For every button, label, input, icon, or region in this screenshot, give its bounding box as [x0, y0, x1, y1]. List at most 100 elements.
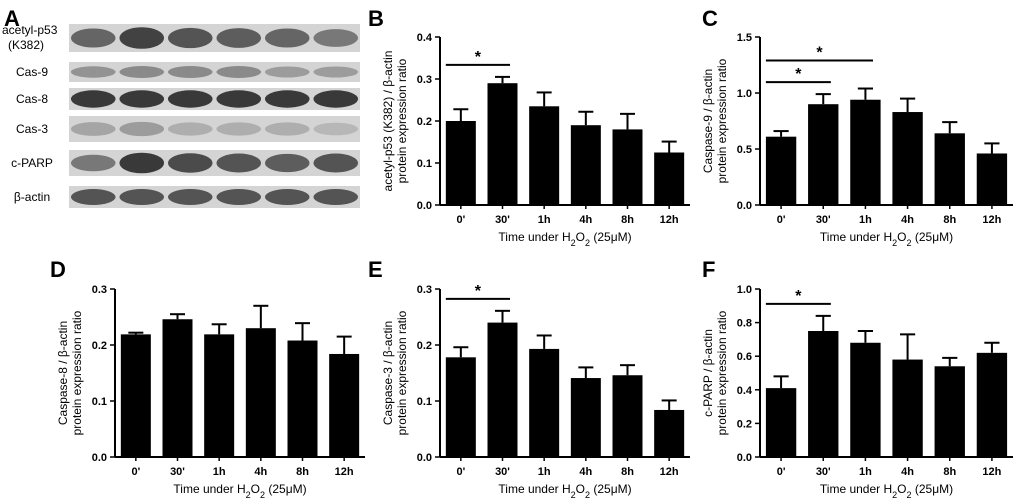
y-tick-label: 0.3: [417, 74, 432, 86]
bar: [612, 129, 643, 205]
blot-row: Cas-3: [16, 116, 360, 142]
bar: [808, 331, 839, 457]
y-axis-label: Caspase-3 / β-actin: [381, 321, 395, 425]
panel-label-b: B: [368, 6, 384, 31]
blot-band: [167, 189, 213, 205]
y-tick-label: 0.2: [417, 340, 432, 352]
y-tick-label: 0.6: [737, 351, 752, 363]
blot-row-label: Cas-3: [16, 122, 48, 136]
panel-label-c: C: [702, 6, 718, 31]
bar: [570, 378, 601, 457]
significance-star: *: [816, 45, 823, 62]
blot-row-label: (K382): [8, 38, 44, 52]
blot-band: [216, 90, 262, 108]
blot-band: [119, 152, 165, 174]
x-tick-label: 8h: [943, 466, 956, 478]
y-axis-label: Caspase-8 / β-actin: [56, 321, 70, 425]
bar: [808, 104, 839, 205]
chart-panel-e: E 0.0 0.1 0.2 0.3 0' 30' 1h 4h 8h 12h * Caspase-3 / …: [368, 257, 690, 500]
blot-band: [70, 66, 116, 78]
bar: [204, 334, 235, 457]
bar: [287, 340, 318, 457]
bar: [765, 136, 797, 205]
y-tick-label: 0.8: [737, 318, 752, 330]
y-tick-label: 0.3: [92, 284, 107, 296]
x-tick-label: 30': [495, 214, 510, 226]
y-tick-label: 0.0: [417, 452, 432, 464]
x-tick-label: 1h: [859, 214, 872, 226]
blot-band: [70, 189, 116, 205]
blot-band: [119, 66, 165, 78]
x-axis-label: Time under H2O2 (25μM): [498, 482, 631, 500]
blot-band: [70, 90, 116, 108]
x-tick-label: 1h: [538, 466, 551, 478]
blot-band: [313, 153, 359, 173]
chart-panel-f: F 0.0 0.2 0.4 0.6 0.8 1.0 0' 30' 1h 4h 8h 12h * c-PARP…: [701, 257, 1013, 500]
bar: [570, 125, 601, 205]
chart-panel-b: B 0.0 0.1 0.2 0.3 0.4 0' 30' 1h 4h 8h 12h * acetyl-p5…: [368, 6, 690, 248]
y-tick-label: 0.0: [417, 200, 432, 212]
x-tick-label: 4h: [901, 466, 914, 478]
blot-band: [264, 90, 310, 108]
x-tick-label: 4h: [901, 214, 914, 226]
x-tick-label: 30': [816, 214, 831, 226]
x-tick-label: 12h: [982, 214, 1001, 226]
blot-strip: [69, 24, 360, 52]
x-tick-label: 0': [131, 466, 140, 478]
bar: [487, 83, 518, 205]
bar: [654, 409, 685, 457]
blot-band: [264, 28, 310, 48]
bar: [976, 153, 1008, 205]
y-axis-label: protein expression ratio: [715, 58, 729, 183]
x-tick-label: 12h: [660, 214, 679, 226]
bar: [654, 152, 685, 205]
y-axis-label: protein expression ratio: [395, 58, 409, 183]
y-axis-label: acetyl-p53 (K382) / β-actin: [381, 51, 395, 192]
blot-band: [216, 153, 262, 173]
blot-row-label: Cas-9: [16, 65, 48, 79]
blot-band: [70, 28, 116, 48]
blot-band: [119, 189, 165, 205]
x-tick-label: 12h: [335, 466, 354, 478]
bar: [765, 388, 797, 457]
bar: [245, 328, 276, 457]
bar: [850, 99, 881, 205]
blot-band: [167, 90, 213, 108]
y-tick-label: 0.4: [737, 385, 753, 397]
blot-band: [264, 122, 310, 136]
bar: [329, 353, 360, 457]
x-tick-label: 4h: [579, 214, 592, 226]
blot-band: [119, 27, 165, 49]
chart-panel-c: C 0.0 0.5 1.0 1.5 0' 30' 1h 4h 8h 12h * * Caspase-9 /…: [701, 6, 1013, 248]
bar: [934, 133, 965, 205]
x-tick-label: 1h: [213, 466, 226, 478]
significance-star: *: [795, 66, 802, 83]
significance-star: *: [475, 283, 482, 300]
y-tick-label: 0.3: [417, 284, 432, 296]
x-axis-label: Time under H2O2 (25μM): [498, 230, 631, 248]
y-axis-label: protein expression ratio: [70, 310, 84, 435]
x-tick-label: 12h: [982, 466, 1001, 478]
x-tick-label: 4h: [254, 466, 267, 478]
blot-band: [216, 189, 262, 205]
y-axis-label: c-PARP / β-actin: [701, 329, 715, 417]
blot-band: [70, 154, 116, 172]
panel-label-e: E: [368, 257, 383, 282]
bar: [934, 366, 965, 457]
bar: [445, 121, 476, 205]
x-axis-label: Time under H2O2 (25μM): [820, 482, 953, 500]
bar: [162, 319, 193, 457]
blot-band: [216, 28, 262, 48]
y-tick-label: 0.0: [92, 452, 107, 464]
y-tick-label: 1.0: [737, 88, 752, 100]
x-tick-label: 8h: [943, 214, 956, 226]
blot-band: [313, 189, 359, 205]
bar: [529, 106, 560, 205]
significance-star: *: [475, 49, 482, 66]
blot-row: Cas-9: [16, 62, 360, 82]
bar: [445, 357, 476, 457]
blot-band: [216, 122, 262, 136]
y-tick-label: 1.0: [737, 284, 752, 296]
bar-charts: B 0.0 0.1 0.2 0.3 0.4 0' 30' 1h 4h 8h 12h * acetyl-p5…: [50, 6, 1013, 500]
